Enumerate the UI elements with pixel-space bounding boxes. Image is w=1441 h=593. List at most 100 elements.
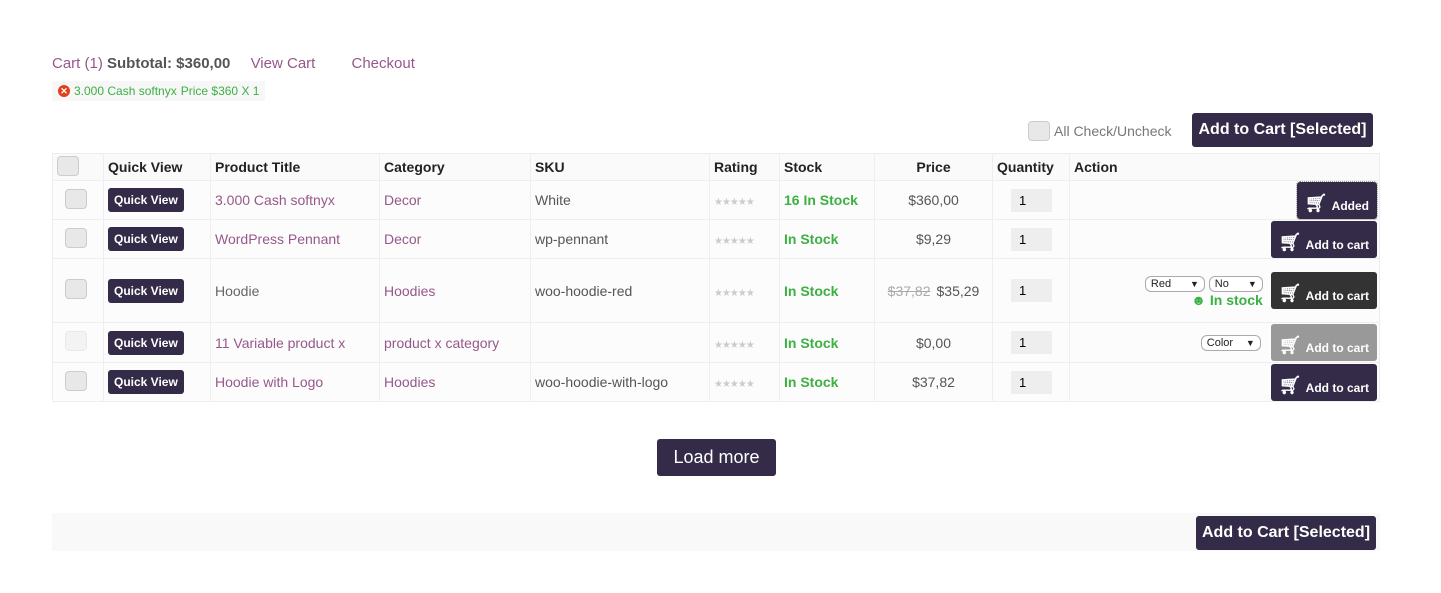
col-quantity: Quantity [992, 153, 1070, 181]
row-checkbox[interactable] [65, 370, 87, 391]
quantity-input[interactable] [1011, 227, 1052, 251]
quantity-input[interactable] [1011, 370, 1052, 394]
add-selected-button-bottom[interactable]: Add to Cart [Selected] [1196, 516, 1376, 550]
notice-price: Price $360 X 1 [180, 84, 260, 98]
quick-view-button[interactable]: Quick View [108, 370, 184, 394]
check-all[interactable]: All Check/Uncheck [1028, 121, 1172, 141]
header-checkbox[interactable] [57, 155, 79, 176]
cart-icon: 🛒︎ [1304, 192, 1328, 213]
product-category[interactable]: Decor [384, 231, 422, 247]
table-row: Quick View WordPress Pennant Decor wp-pe… [52, 219, 1380, 259]
col-title: Product Title [210, 153, 380, 181]
old-price: $37,82 [887, 282, 931, 299]
button-label: Added [1331, 198, 1369, 213]
rating-stars: ★★★★★ [714, 287, 755, 299]
notice-item: 3.000 Cash softnyx [74, 84, 177, 98]
quantity-input[interactable] [1011, 331, 1052, 354]
product-sku: woo-hoodie-with-logo [530, 362, 710, 402]
stock-status: 16 In Stock [779, 180, 875, 220]
rating-stars: ★★★★★ [714, 236, 755, 247]
add-to-cart-button-disabled[interactable]: 🛒︎ Add to cart [1270, 324, 1377, 361]
col-rating: Rating [709, 153, 780, 181]
row-checkbox[interactable] [65, 188, 87, 209]
row-checkbox[interactable] [65, 227, 87, 248]
stock-status: In Stock [779, 258, 875, 323]
product-title[interactable]: WordPress Pennant [215, 231, 341, 247]
rating-stars: ★★★★★ [714, 197, 755, 208]
stock-status: In Stock [779, 362, 875, 402]
row-checkbox[interactable] [65, 279, 87, 299]
product-category[interactable]: Hoodies [384, 282, 436, 299]
remove-icon[interactable]: ✕ [58, 85, 70, 97]
rating-stars: ★★★★★ [714, 339, 755, 351]
variant-select-color[interactable]: Color [1200, 335, 1261, 352]
product-price: $360,00 [874, 180, 993, 220]
product-title[interactable]: Hoodie [215, 282, 260, 299]
product-price: $0,00 [874, 322, 993, 363]
add-to-cart-button[interactable]: 🛒︎ Add to cart [1270, 220, 1377, 258]
add-to-cart-button[interactable]: 🛒︎ Add to cart [1270, 363, 1377, 401]
quick-view-button[interactable]: Quick View [108, 188, 184, 212]
added-button[interactable]: 🛒︎ Added [1295, 180, 1379, 220]
col-stock: Stock [779, 153, 875, 181]
stock-status: In Stock [779, 219, 875, 259]
variant-select-logo[interactable]: No [1208, 275, 1263, 292]
product-price: $9,29 [874, 219, 993, 259]
quantity-input[interactable] [1011, 279, 1052, 302]
smile-icon: ☻ [1191, 291, 1206, 308]
button-label: Add to cart [1305, 341, 1369, 355]
cart-link[interactable]: Cart (1) [52, 55, 103, 72]
add-to-cart-button[interactable]: 🛒︎ Add to cart [1270, 272, 1377, 309]
product-title[interactable]: Hoodie with Logo [215, 374, 324, 390]
footer-bar [52, 513, 1380, 551]
table-row: Quick View Hoodie Hoodies woo-hoodie-red… [52, 258, 1380, 323]
product-title[interactable]: 3.000 Cash softnyx [215, 192, 335, 208]
product-category[interactable]: product x category [384, 334, 500, 351]
col-quick-view: Quick View [103, 153, 211, 181]
quick-view-button[interactable]: Quick View [108, 278, 184, 303]
cart-notice: ✕ 3.000 Cash softnyx Price $360 X 1 [52, 81, 266, 101]
cart-icon: 🛒︎ [1278, 335, 1302, 355]
cart-summary: Cart (1) Subtotal: $360,00 View Cart Che… [52, 55, 415, 72]
table-row: Quick View Hoodie with Logo Hoodies woo-… [52, 362, 1380, 402]
cart-icon: 🛒︎ [1278, 283, 1302, 303]
col-sku: SKU [530, 153, 710, 181]
product-sku: wp-pennant [530, 219, 710, 259]
checkout-link[interactable]: Checkout [351, 55, 415, 72]
col-category: Category [379, 153, 531, 181]
row-checkbox[interactable] [65, 331, 87, 351]
add-selected-button[interactable]: Add to Cart [Selected] [1192, 113, 1373, 147]
button-label: Add to cart [1305, 380, 1369, 395]
product-sku: White [530, 180, 710, 220]
product-price: $37,82 $35,29 [874, 258, 993, 323]
product-sku: woo-hoodie-red [530, 258, 710, 323]
quick-view-button[interactable]: Quick View [108, 330, 184, 355]
product-category[interactable]: Decor [384, 192, 422, 208]
product-price: $37,82 [874, 362, 993, 402]
col-action: Action [1069, 153, 1380, 181]
quick-view-button[interactable]: Quick View [108, 227, 184, 251]
view-cart-link[interactable]: View Cart [250, 55, 316, 72]
cart-icon: 🛒︎ [1278, 374, 1302, 395]
button-label: Add to cart [1305, 237, 1369, 252]
button-label: Add to cart [1305, 289, 1369, 303]
stock-status: In Stock [779, 322, 875, 363]
check-all-checkbox[interactable] [1028, 121, 1050, 141]
rating-stars: ★★★★★ [714, 379, 755, 390]
check-all-label: All Check/Uncheck [1054, 123, 1172, 139]
table-row: Quick View 11 Variable product x product… [52, 322, 1380, 363]
load-more-button[interactable]: Load more [657, 439, 776, 476]
table-row: Quick View 3.000 Cash softnyx Decor Whit… [52, 180, 1380, 220]
quantity-input[interactable] [1011, 188, 1052, 212]
col-price: Price [874, 153, 993, 181]
product-category[interactable]: Hoodies [384, 374, 436, 390]
variant-stock: ☻ In stock [1191, 291, 1263, 308]
product-table: Quick View Product Title Category SKU Ra… [52, 153, 1380, 402]
cart-icon: 🛒︎ [1278, 231, 1302, 252]
cart-subtotal: Subtotal: $360,00 [107, 55, 231, 72]
sale-price: $35,29 [936, 282, 980, 299]
variant-select-color[interactable]: Red [1144, 275, 1205, 292]
product-sku [530, 322, 710, 363]
product-title[interactable]: 11 Variable product x [215, 334, 346, 351]
table-header: Quick View Product Title Category SKU Ra… [52, 153, 1380, 181]
